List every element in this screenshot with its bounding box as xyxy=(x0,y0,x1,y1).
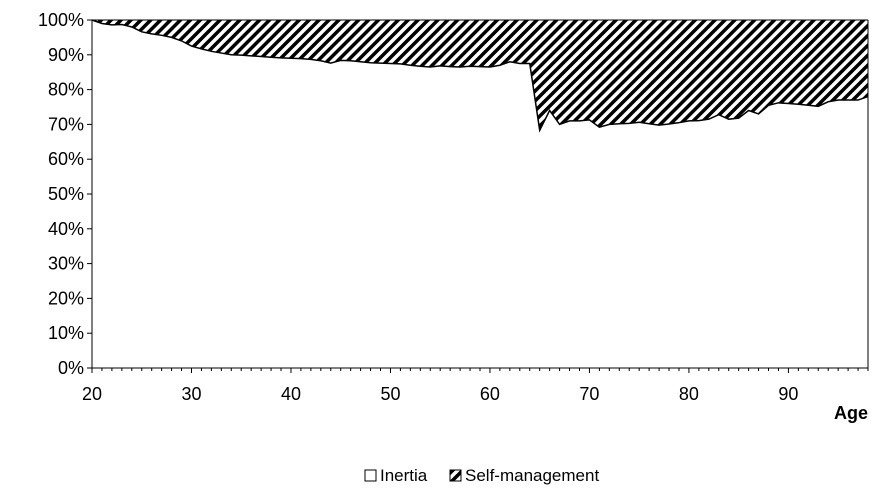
legend-label-inertia: Inertia xyxy=(380,466,428,485)
y-tick-label: 10% xyxy=(48,323,84,343)
plot-area xyxy=(91,19,869,368)
x-tick-label: 20 xyxy=(82,384,102,404)
x-tick-label: 30 xyxy=(181,384,201,404)
x-tick-label: 80 xyxy=(679,384,699,404)
x-tick-label: 70 xyxy=(579,384,599,404)
x-tick-label: 40 xyxy=(281,384,301,404)
y-tick-label: 20% xyxy=(48,288,84,308)
legend-swatch-inertia xyxy=(364,469,377,482)
y-tick-label: 100% xyxy=(38,10,84,30)
series-area-inertia xyxy=(92,20,868,368)
y-tick-label: 70% xyxy=(48,114,84,134)
y-tick-label: 40% xyxy=(48,219,84,239)
y-axis: 0% 10% 20% 30% 40% 50% 60% 70% 80% 90% 100% xyxy=(38,10,93,378)
y-tick-label: 50% xyxy=(48,184,84,204)
y-tick-label: 30% xyxy=(48,254,84,274)
x-tick-label: 90 xyxy=(778,384,798,404)
legend-swatch-self-management xyxy=(449,469,462,482)
y-tick-label: 0% xyxy=(58,358,84,378)
legend: Inertia Self-management xyxy=(364,466,599,485)
x-axis-title: Age xyxy=(834,403,868,423)
x-axis: 20 30 40 50 60 70 80 90 xyxy=(82,367,869,404)
y-tick-label: 60% xyxy=(48,149,84,169)
y-tick-label: 80% xyxy=(48,80,84,100)
legend-label-self-management: Self-management xyxy=(465,466,599,485)
x-tick-label: 50 xyxy=(380,384,400,404)
y-tick-label: 90% xyxy=(48,45,84,65)
series-area-self-management xyxy=(92,20,868,131)
x-tick-label: 60 xyxy=(480,384,500,404)
series-boundary-line xyxy=(91,19,869,133)
